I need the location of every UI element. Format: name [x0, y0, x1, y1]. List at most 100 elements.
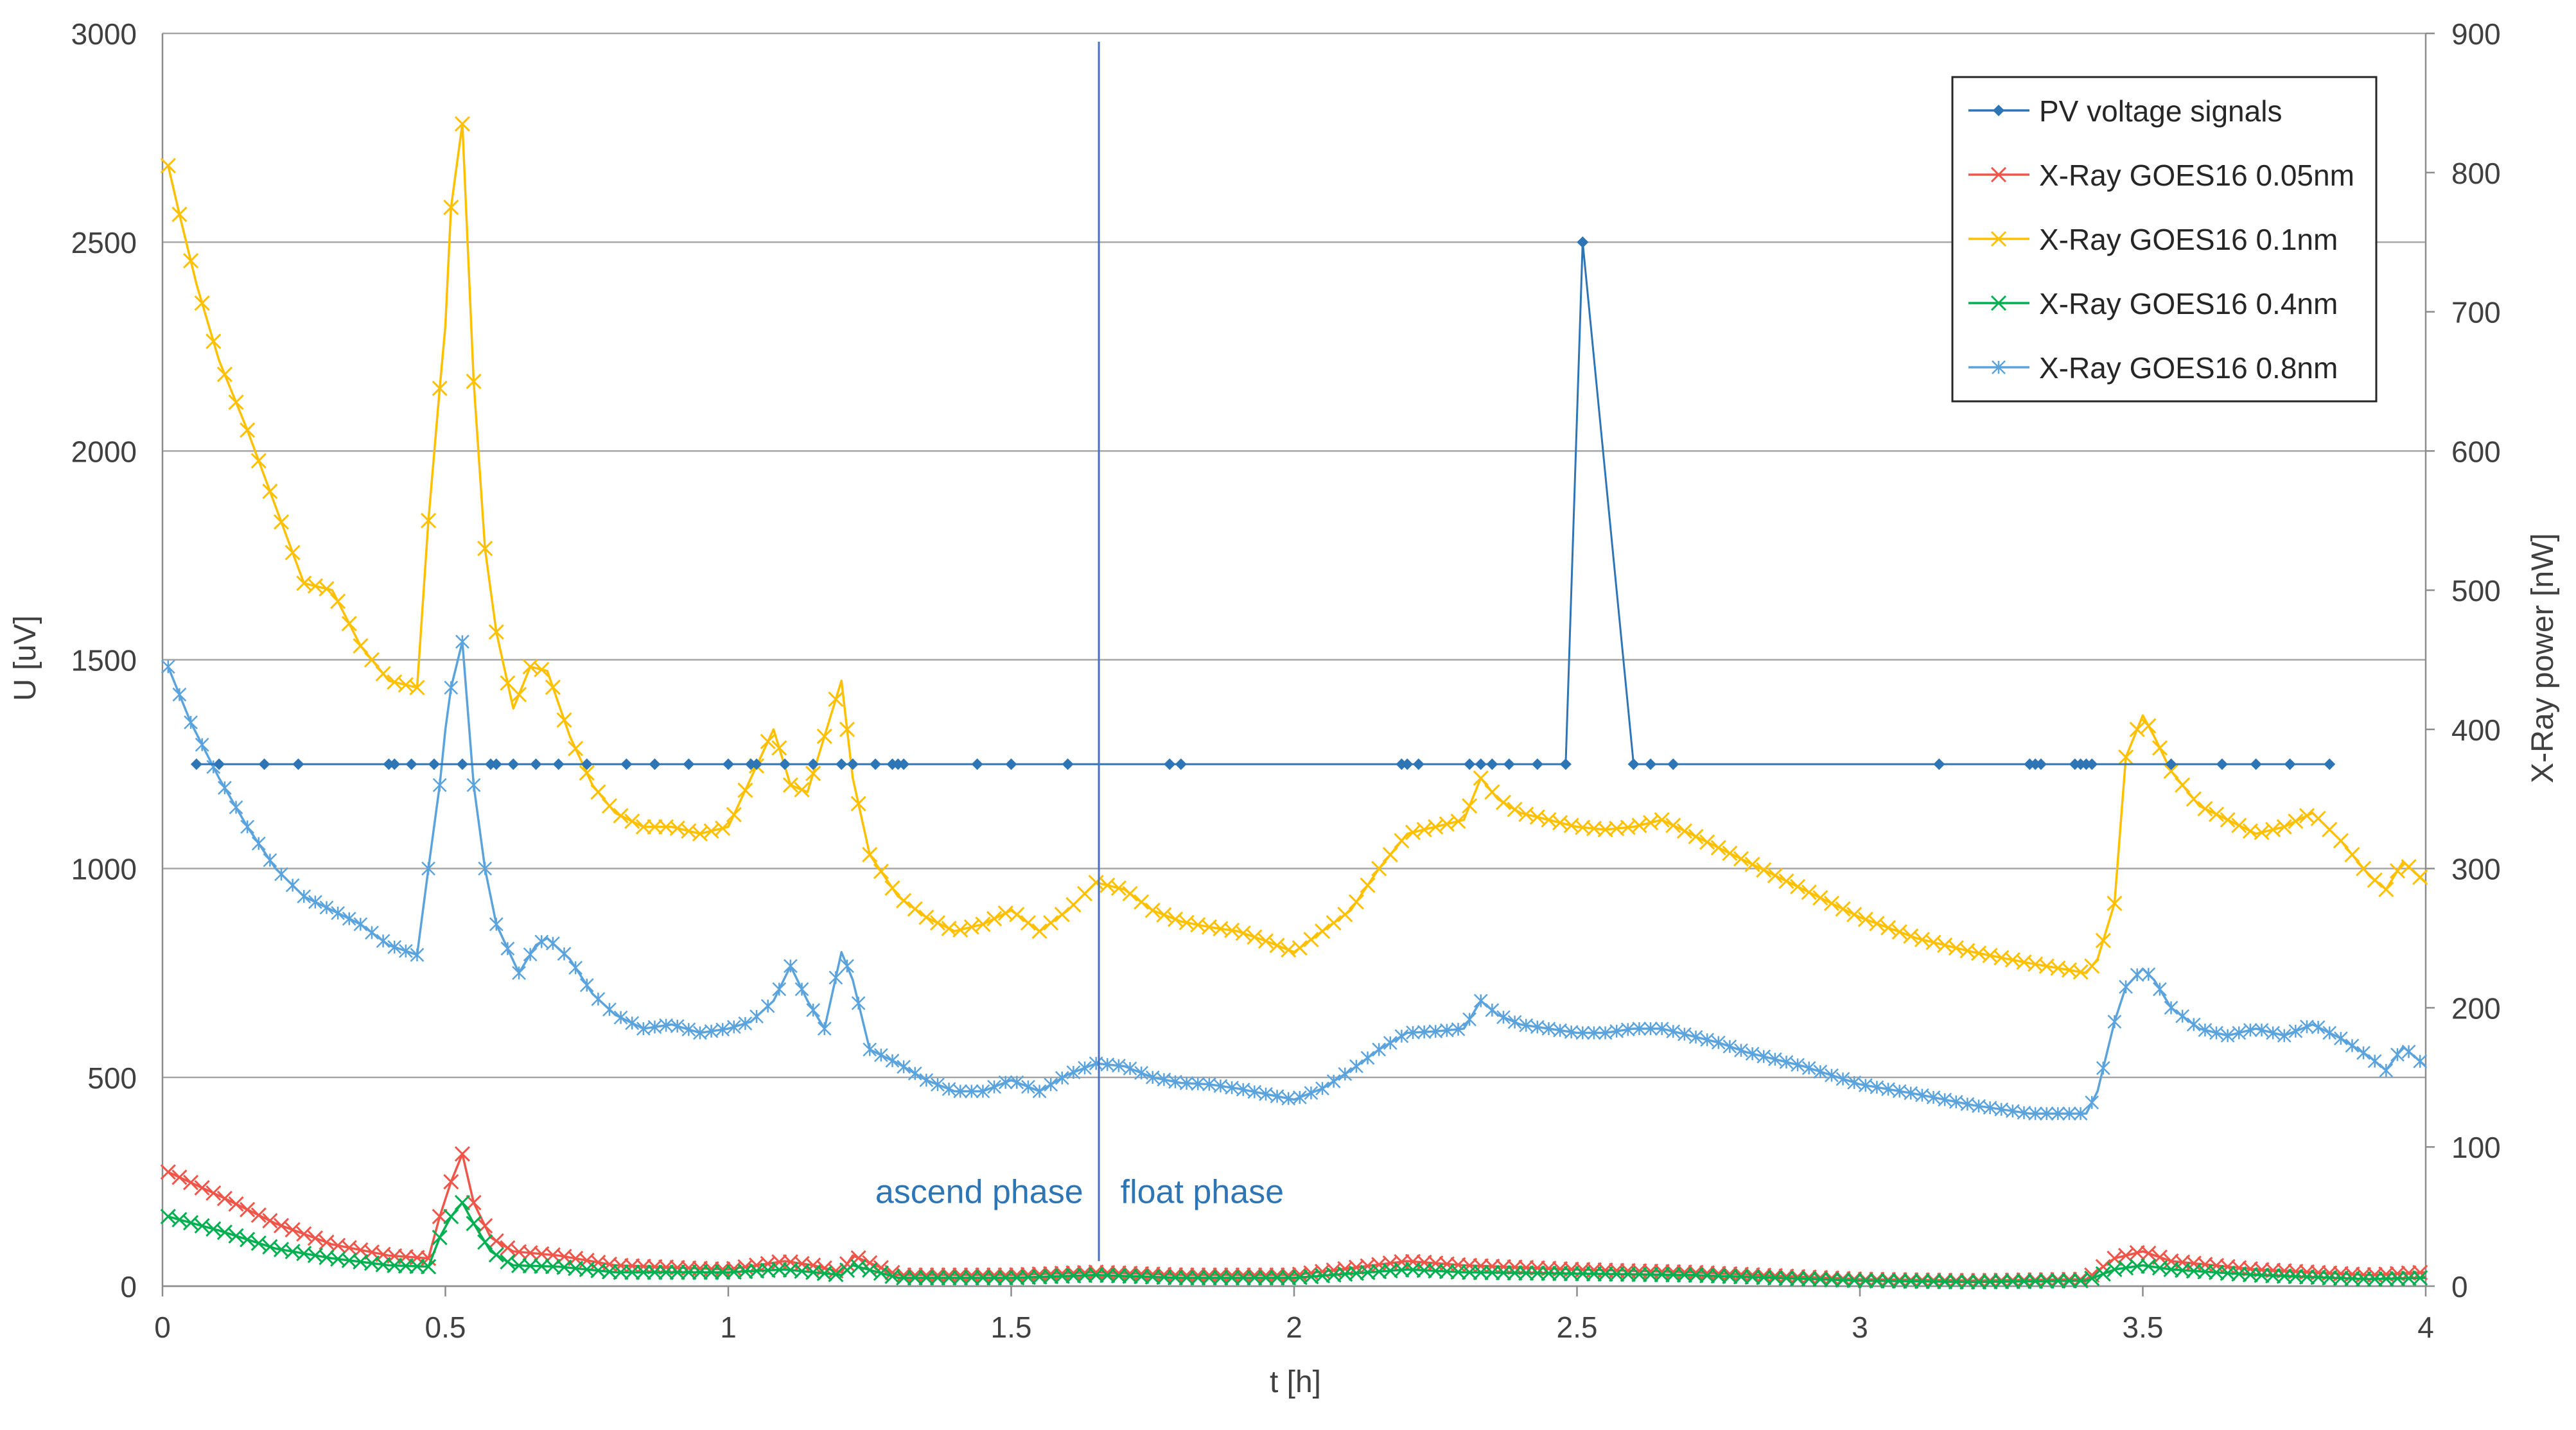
- data-point: [704, 1024, 719, 1038]
- data-point: [2141, 967, 2156, 982]
- y-tick-label: 2000: [71, 435, 137, 468]
- data-point: [258, 758, 270, 771]
- data-point: [2299, 1269, 2315, 1285]
- data-point: [2004, 1273, 2020, 1289]
- data-point: [898, 758, 910, 771]
- data-point: [1475, 758, 1487, 771]
- data-point: [1972, 1099, 1986, 1113]
- data-point: [1857, 911, 1873, 927]
- data-point: [1496, 1010, 1511, 1024]
- data-point: [1225, 1080, 1239, 1095]
- data-point: [1667, 758, 1679, 771]
- data-point: [285, 545, 301, 561]
- data-point: [534, 661, 550, 677]
- data-point: [182, 253, 199, 269]
- data-point: [1360, 877, 1376, 893]
- data-point: [986, 1269, 1003, 1286]
- data-point: [1665, 817, 1681, 833]
- data-point: [2243, 1023, 2257, 1038]
- data-point: [918, 909, 934, 925]
- data-point: [1982, 1274, 1998, 1290]
- data-point: [1326, 1074, 1341, 1088]
- x-tick-label: 4: [2417, 1311, 2434, 1344]
- data-point: [738, 1016, 753, 1031]
- data-point: [546, 936, 560, 951]
- data-point: [161, 659, 175, 674]
- x-tick-label: 0: [154, 1311, 171, 1344]
- data-point: [2356, 1045, 2370, 1060]
- data-point: [1801, 1061, 1816, 1076]
- data-point: [2300, 1020, 2314, 1034]
- data-point: [703, 1264, 719, 1280]
- data-point: [1552, 1266, 1568, 1282]
- data-point: [1134, 1268, 1150, 1285]
- data-point: [1417, 1025, 1432, 1040]
- data-point: [2061, 1273, 2078, 1289]
- data-point: [1756, 862, 1772, 878]
- data-point: [1175, 758, 1187, 771]
- data-point: [601, 798, 618, 814]
- data-point: [250, 1207, 267, 1223]
- data-point: [1338, 1067, 1353, 1081]
- data-point: [635, 819, 651, 835]
- data-point: [353, 638, 369, 654]
- data-point: [782, 777, 798, 793]
- data-point: [1813, 1065, 1828, 1079]
- data-point: [1846, 907, 1862, 923]
- data-point: [319, 1234, 335, 1250]
- data-point: [1880, 1273, 1897, 1289]
- data-point: [477, 1234, 493, 1250]
- data-point: [1631, 1266, 1647, 1282]
- data-point: [568, 740, 584, 756]
- data-point: [1394, 1029, 1409, 1043]
- data-point: [171, 1212, 188, 1228]
- data-point: [2186, 1017, 2201, 1032]
- data-point: [851, 996, 866, 1011]
- data-point: [2333, 833, 2349, 849]
- data-point: [557, 946, 572, 961]
- data-point: [1009, 1269, 1025, 1286]
- data-point: [635, 1259, 651, 1275]
- y2-tick-label: 200: [2451, 991, 2501, 1025]
- data-point: [1564, 1025, 1579, 1040]
- data-point: [2062, 1106, 2076, 1121]
- data-point: [963, 1269, 979, 1286]
- data-point: [760, 733, 776, 749]
- data-point: [2254, 1023, 2269, 1038]
- data-point: [1439, 1023, 1454, 1038]
- data-point: [1676, 1267, 1692, 1283]
- data-point: [1401, 758, 1414, 771]
- data-point: [319, 900, 334, 915]
- data-point: [1767, 1052, 1782, 1067]
- data-point: [160, 1164, 176, 1180]
- data-point: [760, 998, 775, 1013]
- data-point: [2232, 1025, 2247, 1040]
- data-point: [443, 1208, 459, 1225]
- data-point: [1428, 1024, 1443, 1039]
- data-point: [1269, 1269, 1285, 1286]
- data-point: [1812, 1271, 1828, 1287]
- data-point: [296, 1226, 312, 1242]
- data-point: [292, 758, 304, 771]
- data-point: [1722, 845, 1738, 861]
- data-point: [1134, 894, 1150, 910]
- data-point: [421, 861, 435, 876]
- data-point: [1462, 798, 1478, 814]
- data-point: [1156, 907, 1172, 923]
- data-point: [669, 1264, 685, 1280]
- data-point: [964, 1084, 979, 1099]
- legend-label: PV voltage signals: [2039, 94, 2282, 128]
- data-point: [1507, 1265, 1523, 1281]
- data-point: [171, 1169, 188, 1185]
- data-point: [1903, 1273, 1919, 1289]
- data-point: [2276, 819, 2292, 835]
- data-point: [941, 1269, 957, 1286]
- data-point: [2153, 982, 2167, 997]
- data-point: [1983, 1101, 1997, 1115]
- data-point: [1066, 1065, 1081, 1079]
- data-point: [2151, 740, 2168, 756]
- data-point: [250, 1235, 267, 1251]
- data-point: [1450, 1264, 1466, 1280]
- data-point: [1531, 758, 1543, 771]
- data-point: [1371, 860, 1387, 876]
